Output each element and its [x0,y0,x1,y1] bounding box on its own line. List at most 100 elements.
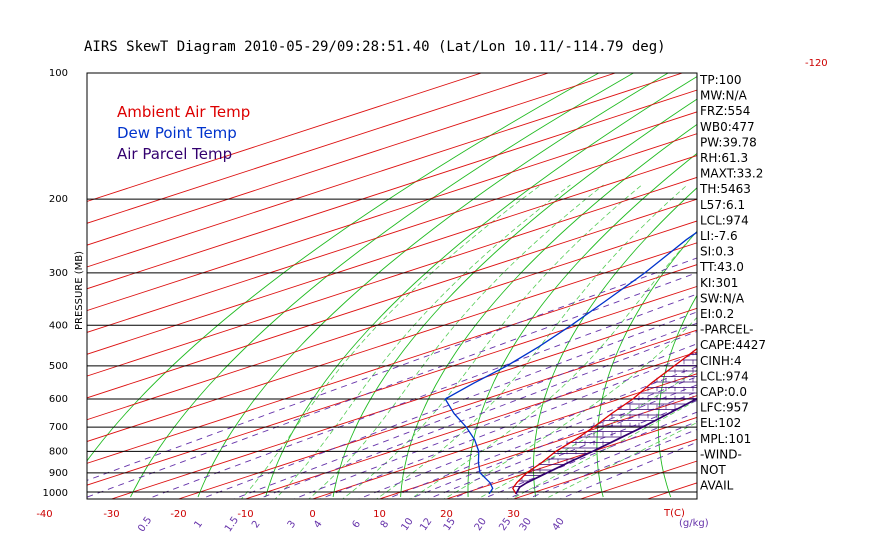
parcel-profile-line [515,397,697,495]
mixing-ratio-tick-label: 20 [473,516,489,533]
chart-title: AIRS SkewT Diagram 2010-05-29/09:28:51.4… [84,39,666,55]
legend-entry: Ambient Air Temp [117,103,250,121]
pressure-tick-label: 500 [49,361,68,372]
mixing-ratio-tick-label: 2 [250,519,263,531]
stat-item: NOT [700,463,726,477]
moist-adiabat [375,184,688,499]
dry-adiabat [533,187,697,498]
mixing-ratio-tick-label: 8 [379,519,392,531]
stat-item: CAPE:4427 [700,338,766,352]
stat-item: KI:301 [700,276,738,290]
pressure-tick-label: 700 [49,422,68,433]
isotherm [87,73,683,268]
mixing-ratio-line [357,366,697,499]
mixing-ratio-line [145,293,697,499]
mixing-ratio-line [408,384,697,499]
isotherm [87,220,697,421]
stat-item: MPL:101 [700,432,751,446]
stat-item: -PARCEL- [700,323,754,337]
mixing-ratio-tick-label: 40 [551,516,567,533]
bottom-temp-tick-label: 20 [440,509,453,520]
pressure-tick-label: 400 [49,320,68,331]
mixing-ratio-tick-label: 3 [286,519,299,531]
moist-adiabat [341,184,643,499]
mixing-ratio-line [505,420,697,499]
isotherm [87,242,697,442]
isotherm [87,285,697,486]
dewpoint-profile-line [444,231,697,495]
pressure-tick-label: 1000 [43,488,68,499]
isotherm [513,438,697,499]
mixing-ratio-line [426,391,697,499]
mixing-ratio-tick-label: 0.5 [136,515,154,534]
stat-item: EL:102 [700,416,741,430]
isotherm [87,73,616,246]
mixing-ratio-line [257,330,697,499]
isotherm [87,73,482,202]
moist-adiabat [510,399,697,499]
isotherm [87,73,549,224]
stat-item: CINH:4 [700,354,742,368]
stat-item: WB0:477 [700,120,755,134]
isotherm [87,198,697,399]
bottom-temp-tick-label: 30 [507,509,520,520]
mixing-ratio-unit-label: (g/kg) [679,518,709,529]
stat-item: SW:N/A [700,291,745,305]
dry-adiabat [332,98,697,498]
x-axis-unit-label: T(C) [663,508,685,519]
pressure-tick-label: 200 [49,194,68,205]
stat-item: TH:5463 [699,182,751,196]
stat-item: SI:0.3 [700,245,734,259]
bottom-temp-tick-label: -30 [103,509,119,520]
stat-item: LCL:974 [700,369,749,383]
stat-item: LCL:974 [700,213,749,227]
dry-adiabat [832,73,870,497]
stat-item: LI:-7.6 [700,229,738,243]
isotherm [87,264,697,464]
stat-item: MAXT:33.2 [700,167,763,181]
stat-item: LFC:957 [700,401,749,415]
isotherm [87,176,697,377]
moist-adiabat [308,184,604,499]
moist-adiabat [274,184,571,499]
y-axis-label: PRESSURE (MB) [74,251,85,330]
pressure-tick-label: 900 [49,468,68,479]
stat-item: MW:N/A [700,89,748,103]
stat-item: TP:100 [699,73,742,87]
stat-item: TT:43.0 [699,260,744,274]
bottom-temp-tick-label: -20 [170,509,186,520]
pressure-tick-label: 600 [49,394,68,405]
mixing-ratio-line [559,441,697,499]
dry-adiabat [400,123,697,498]
isotherm [87,155,697,355]
isotherm [111,307,697,499]
moist-adiabat [240,184,542,499]
plot-frame [86,72,698,500]
mixing-ratio-tick-label: 30 [518,516,534,533]
pressure-tick-label: 100 [49,68,68,79]
bottom-temp-tick-label: -10 [237,509,253,520]
stat-item: PW:39.78 [700,135,757,149]
isotherm [379,395,697,499]
bottom-temp-tick-label: 10 [373,509,386,520]
dry-adiabat [87,73,600,462]
isotherm [178,329,697,499]
moist-adiabat [544,422,697,499]
mixing-ratio-tick-label: 1 [193,519,206,531]
legend-entry: Dew Point Temp [117,124,237,142]
dry-adiabat [197,73,669,498]
top-temp-tick-label: -120 [805,58,828,69]
mixing-ratio-line [87,257,697,481]
mixing-ratio-tick-label: 10 [399,516,415,533]
mixing-ratio-line [232,322,697,499]
bottom-temp-tick-label: 0 [309,509,315,520]
stat-item: -WIND- [700,447,742,461]
mixing-ratio-tick-label: 6 [350,519,363,531]
pressure-tick-label: 300 [49,268,68,279]
dry-adiabat [657,294,697,498]
mixing-ratio-tick-label: 12 [418,516,434,533]
isotherm [245,351,697,499]
ambient-profile-line [512,347,697,495]
mixing-ratio-line [450,399,697,499]
